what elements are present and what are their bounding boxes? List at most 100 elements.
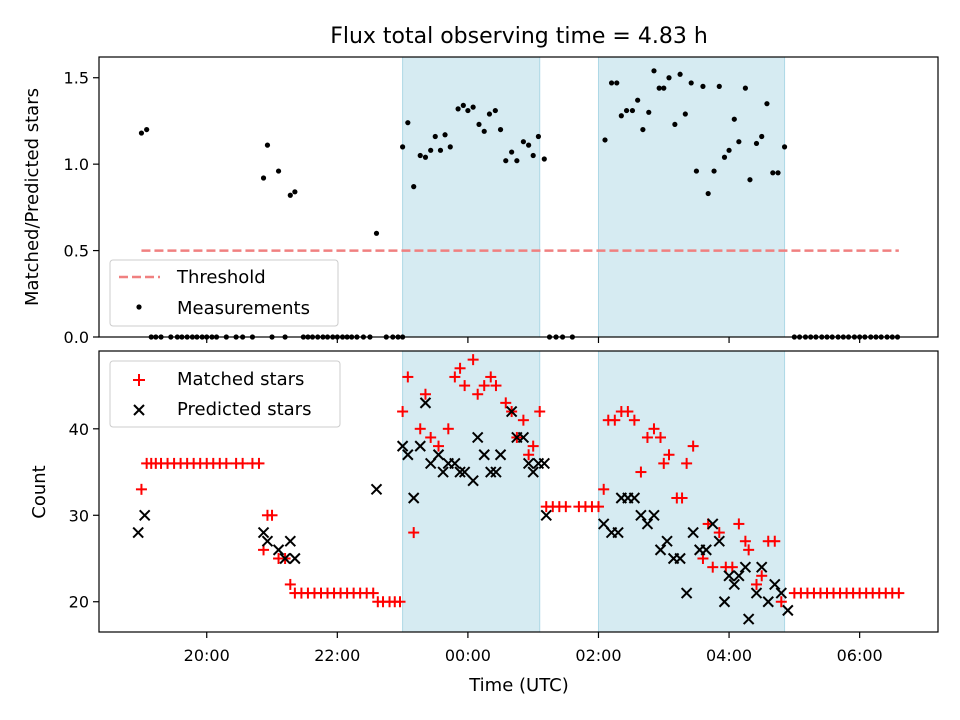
measurement-point [661,85,667,91]
predicted-point-b [490,466,502,478]
predicted-point-b [538,457,550,470]
matched-point [893,587,905,599]
measurement-point [432,133,438,140]
predicted-point [733,570,745,582]
predicted-point [628,492,641,504]
predicted-point-b [782,604,794,617]
measurement-point [535,133,542,140]
predicted-point-b [750,587,763,599]
measurement-point [455,106,461,112]
matched-point [598,483,610,495]
predicted-point [707,518,719,530]
measurement-point [666,75,672,81]
top-y-axis-label: Matched/Predicted stars [22,88,43,306]
predicted-point [654,544,667,556]
measurement-point [503,158,509,164]
predicted-point [414,440,426,452]
measurement-point [492,107,498,114]
measurement-point [514,158,520,164]
matched-point [284,578,296,590]
predicted-point-b [723,570,735,582]
predicted-point [517,431,530,444]
measurement-point [753,140,760,147]
measurement-point [526,142,532,148]
measurement-point [726,147,732,153]
predicted-point-b [458,466,471,478]
measurement-point [651,68,657,74]
measurement-point [447,144,453,150]
measurement-point [623,107,630,114]
legend-predicted-swatch-b [133,404,145,416]
legend-measurement-swatch [136,304,142,310]
predicted-point-b [733,570,745,582]
predicted-point [432,449,445,461]
measurement-point [442,132,448,138]
measurement-point [411,184,417,190]
predicted-point-b [742,613,755,625]
matched-point [527,440,539,452]
matched-point [478,380,490,392]
measurement-point [646,109,652,115]
matched-point [517,414,529,426]
matched-point [454,362,466,374]
bottom-y-axis-label: Count [29,465,50,518]
legend-box [109,259,339,327]
predicted-point-b [707,518,719,530]
measurement-point [742,85,748,91]
matched-point [609,414,621,426]
measurement-point [705,190,711,197]
predicted-point [396,440,409,452]
predicted-point [661,535,673,547]
measurement-point [497,126,504,133]
predicted-point [272,544,285,556]
matched-point [635,466,647,478]
measurement-point [677,71,683,77]
measurement-point [476,121,482,128]
matched-point [750,578,762,590]
predicted-point [522,457,535,470]
matched-point [687,440,699,452]
predicted-point [138,509,151,521]
measurement-point [486,111,493,117]
predicted-point-b [467,474,479,487]
predicted-point [437,466,449,478]
series-0 [135,354,905,608]
predicted-point-b [654,544,667,556]
predicted-point-b [728,578,740,591]
matched-point [676,492,688,504]
predicted-point [728,578,740,591]
matched-point [756,570,768,582]
matched-point [658,457,670,469]
measurement-point [693,168,700,174]
measurement-point [264,142,271,148]
measurement-point [144,126,150,133]
predicted-point-b [713,535,725,547]
measurement-point [481,128,487,134]
x-tick-label: 22:00 [314,646,360,665]
predicted-point-b [437,466,449,478]
measurement-point [640,126,646,133]
predicted-point [750,587,763,599]
matched-point [641,431,653,443]
matched-point [394,596,406,608]
predicted-point [419,397,432,409]
chart-title: Flux total observing time = 4.83 h [330,24,708,49]
predicted-point-b [279,552,291,565]
measurement-point [682,111,688,117]
matched-point [726,561,738,573]
measurement-point [530,152,536,159]
predicted-point [458,466,471,478]
matched-point [739,535,751,547]
predicted-point [680,587,693,599]
predicted-point-b [261,535,274,547]
predicted-point [467,474,479,487]
predicted-point [769,578,781,591]
matched-point [459,380,471,392]
measurement-point [460,102,466,108]
predicted-point-b [402,449,414,461]
matched-point [733,518,745,530]
predicted-point [648,509,660,521]
measurement-point [618,113,624,119]
x-tick-label: 06:00 [837,646,883,665]
predicted-point-b [687,526,699,539]
